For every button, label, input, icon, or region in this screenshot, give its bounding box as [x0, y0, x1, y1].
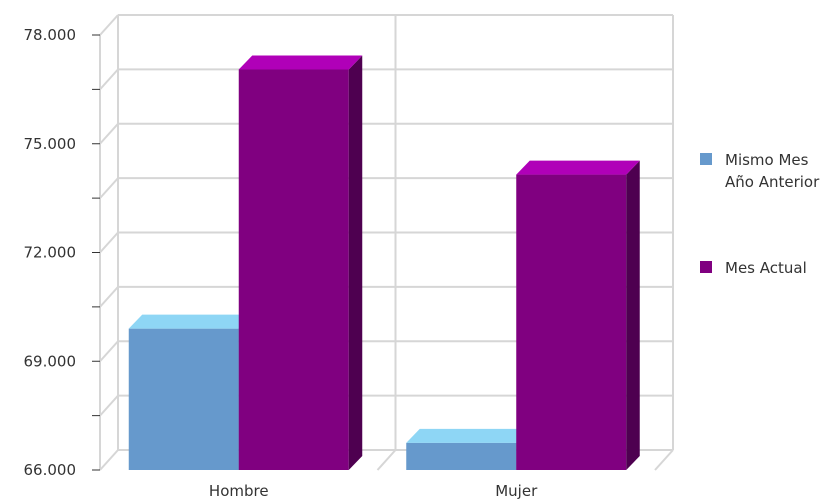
bar-front [406, 442, 517, 470]
bar [238, 55, 363, 470]
bar-side [348, 55, 363, 470]
bar-top [238, 55, 363, 70]
floor-left-edge [99, 449, 119, 471]
gridline-side [99, 286, 119, 308]
legend-item: Mes Actual [700, 259, 807, 277]
legend-label: Mes Actual [725, 259, 807, 277]
y-tick-label: 72.000 [24, 244, 77, 262]
bar-top [516, 160, 640, 175]
legend-item: Mismo Mes Año Anterior [700, 151, 820, 191]
bar [406, 428, 530, 470]
chart-bars [128, 55, 640, 470]
chart-axes: 66.000 69.000 72.000 75.000 78.000 Hombre Muje… [24, 26, 539, 500]
chart-legend: Mismo Mes Año Anterior Mes Actual [700, 151, 820, 277]
x-tick-label: Hombre [209, 482, 269, 500]
bar-top [128, 314, 253, 329]
gridline-side [99, 177, 119, 199]
bar-front [238, 69, 349, 470]
gridline-side [99, 123, 119, 145]
bar-front [516, 174, 627, 470]
legend-swatch [700, 261, 712, 273]
gridline-side [99, 231, 119, 254]
y-tick-label: 69.000 [24, 352, 77, 370]
legend-swatch [700, 153, 712, 165]
gridline-side [99, 14, 119, 36]
y-tick-label: 78.000 [24, 26, 77, 44]
floor-separator [376, 449, 397, 471]
legend-label: Año Anterior [725, 173, 820, 191]
bar-top [406, 428, 530, 443]
gridline-side [99, 340, 119, 362]
bar-front [128, 328, 239, 470]
y-tick-label: 75.000 [24, 135, 77, 153]
x-tick-label: Mujer [495, 482, 538, 500]
bar [128, 314, 253, 470]
floor-right-edge [654, 449, 674, 471]
y-tick-label: 66.000 [24, 461, 77, 479]
gridline-side [99, 394, 119, 417]
legend-label: Mismo Mes [725, 151, 809, 169]
bar-side [626, 160, 640, 470]
bar [516, 160, 640, 470]
gridline-side [99, 68, 119, 91]
